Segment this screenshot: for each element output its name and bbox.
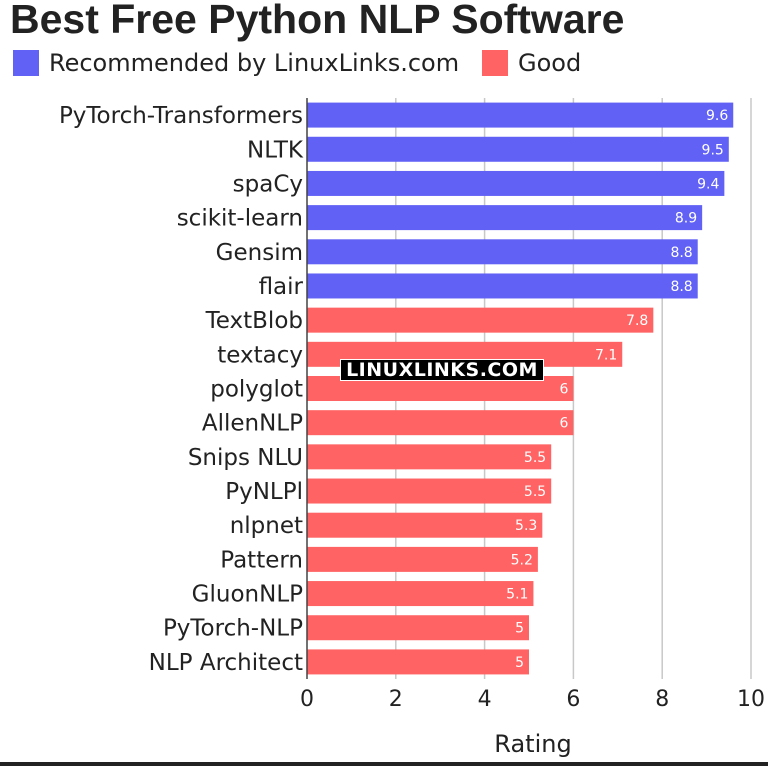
category-label: scikit-learn (177, 206, 303, 232)
bottom-border (0, 762, 768, 766)
category-label: flair (259, 274, 304, 300)
bar-value-label: 5.3 (515, 518, 537, 534)
bar-value-label: 8.8 (670, 245, 692, 261)
x-tick-label: 4 (478, 687, 492, 712)
bar-value-label: 9.6 (706, 108, 728, 124)
x-tick-label: 2 (389, 687, 403, 712)
category-label: Pattern (220, 547, 303, 573)
category-label: Snips NLU (188, 445, 303, 471)
bar-value-label: 5 (515, 621, 524, 637)
bar (307, 205, 703, 231)
category-label: polyglot (210, 377, 303, 403)
x-tick-label: 0 (300, 687, 314, 712)
bar (307, 546, 538, 572)
bar (307, 307, 654, 333)
category-label: NLTK (247, 137, 304, 163)
category-label: AllenNLP (202, 411, 303, 437)
legend-item-recommended: Recommended by LinuxLinks.com (13, 49, 459, 77)
bar-value-label: 5.5 (524, 450, 546, 466)
watermark: LINUXLINKS.COM (340, 359, 544, 381)
legend-label-good: Good (518, 49, 582, 77)
legend-item-good: Good (482, 49, 581, 77)
legend-swatch-good (482, 50, 508, 76)
bar (307, 410, 574, 436)
bar (307, 102, 734, 128)
chart-title: Best Free Python NLP Software (10, 0, 625, 42)
category-label: spaCy (233, 171, 303, 197)
legend-label-recommended: Recommended by LinuxLinks.com (49, 49, 460, 77)
category-label: NLP Architect (149, 650, 303, 676)
bar (307, 615, 529, 641)
bar (307, 512, 543, 538)
bar (307, 273, 698, 299)
bar (307, 581, 534, 607)
category-label: PyNLPl (225, 479, 303, 505)
category-label: GluonNLP (192, 582, 303, 608)
legend-swatch-recommended (13, 50, 39, 76)
bar-value-label: 9.4 (697, 176, 719, 192)
bar (307, 649, 529, 675)
bar-value-label: 7.8 (626, 313, 648, 329)
bar (307, 444, 552, 470)
category-label: TextBlob (205, 308, 303, 334)
bar-value-label: 8.9 (675, 211, 697, 227)
category-label: PyTorch-NLP (163, 616, 303, 642)
bar-value-label: 5.2 (511, 552, 533, 568)
bar-value-label: 5.5 (524, 484, 546, 500)
bar-value-label: 5.1 (506, 587, 528, 603)
bar-value-label: 7.1 (595, 347, 617, 363)
category-label: PyTorch-Transformers (59, 103, 303, 129)
bar (307, 478, 552, 504)
bar (307, 170, 725, 196)
bar-value-label: 9.5 (702, 142, 724, 158)
x-tick-label: 10 (737, 687, 765, 712)
bar (307, 239, 698, 265)
category-label: Gensim (216, 240, 303, 266)
bar-value-label: 5 (515, 655, 524, 671)
category-label: textacy (217, 342, 303, 368)
x-axis-title: Rating (494, 730, 571, 758)
category-label: nlpnet (230, 513, 303, 539)
bar-value-label: 8.8 (670, 279, 692, 295)
x-tick-label: 6 (566, 687, 580, 712)
bar-value-label: 6 (559, 382, 568, 398)
bar-value-label: 6 (559, 416, 568, 432)
x-tick-label: 8 (655, 687, 669, 712)
bar (307, 136, 729, 162)
